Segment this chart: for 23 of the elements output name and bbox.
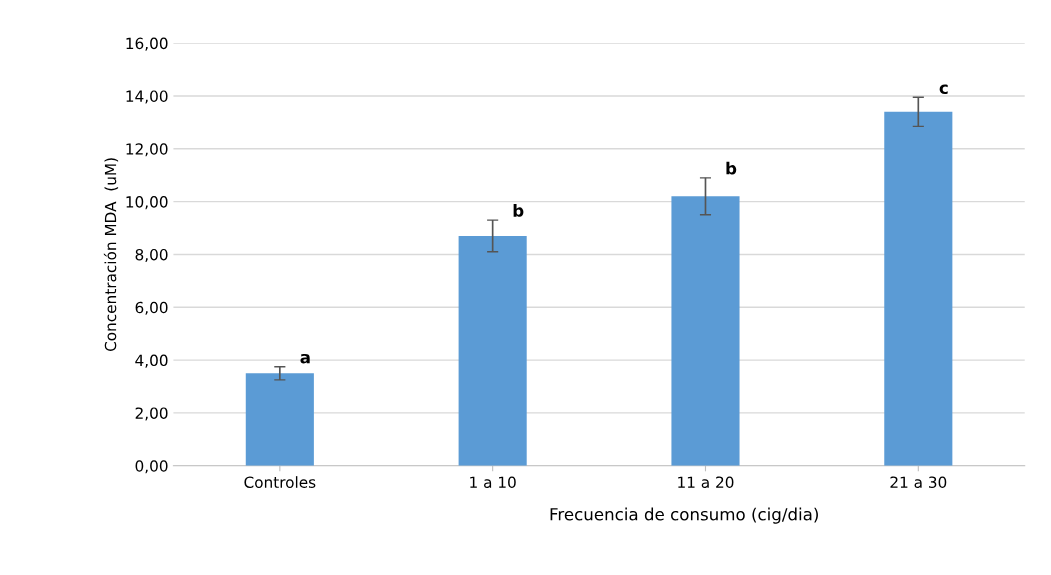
y-tick-label: 6,00 xyxy=(135,301,168,315)
x-tick-label: 21 a 30 xyxy=(890,476,947,488)
x-tick-label: Controles xyxy=(244,476,316,488)
x-tick-label: 11 a 20 xyxy=(678,476,734,488)
annotation: b xyxy=(513,203,524,217)
y-tick-label: 2,00 xyxy=(135,407,168,421)
x-axis-title: Frecuencia de consumo (cig/dia) xyxy=(550,507,818,524)
y-tick-label: 14,00 xyxy=(126,90,168,104)
bar xyxy=(245,373,314,466)
y-tick-label: 4,00 xyxy=(135,354,168,368)
bar xyxy=(884,111,953,466)
x-tick-label: 1 a 10 xyxy=(470,476,516,488)
annotation: c xyxy=(939,84,948,95)
y-axis-title: Concentración MDA (uM) xyxy=(103,158,119,352)
y-tick-label: 0,00 xyxy=(135,460,168,474)
bar xyxy=(671,196,740,466)
annotation: b xyxy=(726,161,737,175)
y-tick-label: 16,00 xyxy=(126,37,168,51)
bar xyxy=(458,235,527,466)
annotation: a xyxy=(300,353,310,364)
y-tick-label: 12,00 xyxy=(126,143,168,157)
y-tick-label: 10,00 xyxy=(126,196,168,210)
y-tick-label: 8,00 xyxy=(135,248,168,263)
